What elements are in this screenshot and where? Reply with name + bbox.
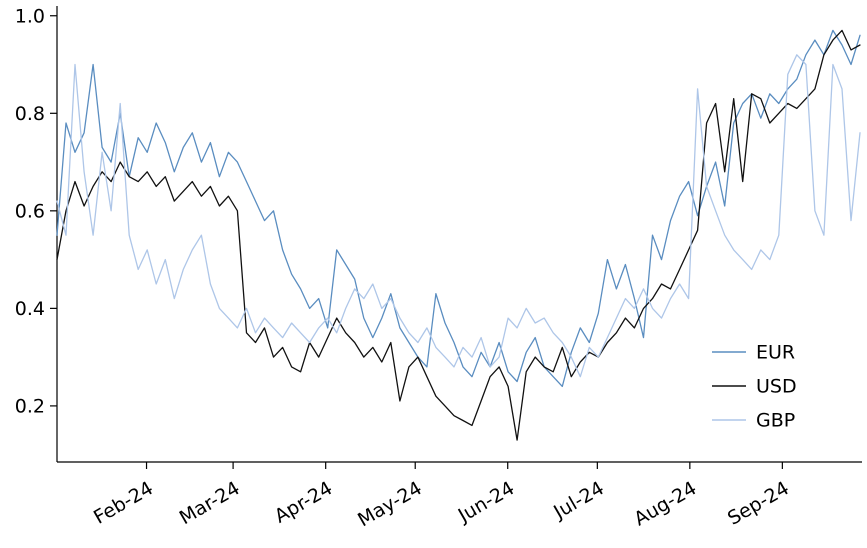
legend-label: EUR [756,342,795,364]
x-tick-label: Mar-24 [176,477,244,529]
legend-item-eur: EUR [712,342,795,364]
x-tick-label: Jun-24 [454,477,518,527]
legend-label: USD [756,376,797,398]
legend-item-usd: USD [712,376,797,398]
x-tick-label: May-24 [354,477,426,531]
series-line-gbp [56,54,861,378]
x-tick-label: Sep-24 [724,477,793,529]
y-tick-label: 0.4 [15,298,45,320]
series-line-eur [56,29,861,388]
x-tick-label: Aug-24 [630,477,700,530]
y-tick-label: 0.8 [15,103,45,125]
legend-item-gbp: GBP [712,410,795,432]
x-tick-label: Feb-24 [90,477,157,528]
y-tick-label: 1.0 [15,5,45,27]
legend-label: GBP [756,410,795,432]
x-tick-label: Apr-24 [271,477,336,527]
y-tick-label: 0.2 [15,395,45,417]
series-line-usd [56,29,861,441]
y-tick-label: 0.6 [15,200,45,222]
x-tick-label: Jul-24 [549,477,608,524]
